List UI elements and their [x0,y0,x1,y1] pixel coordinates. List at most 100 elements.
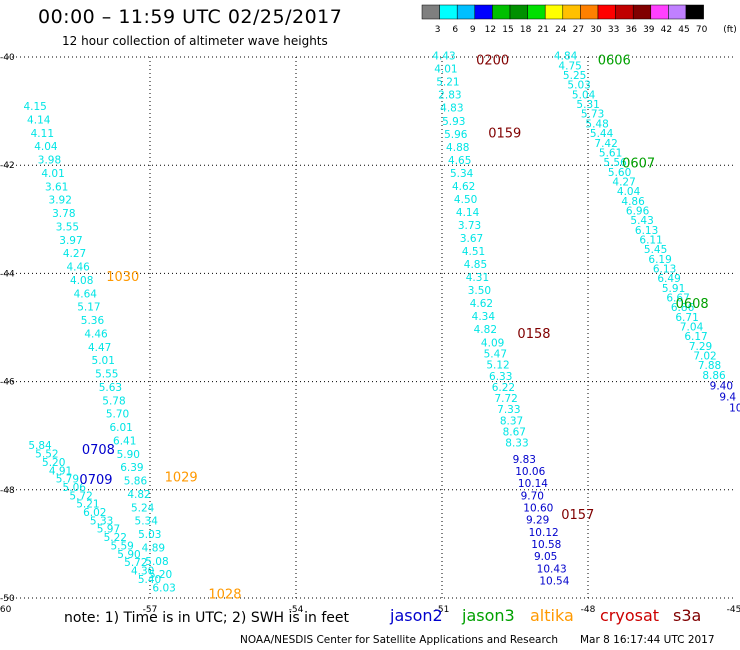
wave-height-value: 4.46 [66,262,90,274]
altimeter-track: 1029 [165,470,198,485]
colorbar-tick-label: 18 [520,25,532,35]
wave-height-value: 4.08 [70,275,93,287]
wave-height-value: 5.60 [608,167,631,179]
colorbar-tick-label: 15 [502,25,513,35]
wave-height-value: 3.61 [45,181,68,193]
wave-height-value: 4.82 [474,324,497,336]
altimeter-track: 0159 [488,127,521,142]
lat-tick-label: -40 [0,53,15,63]
wave-height-value: 4.89 [142,542,165,554]
pass-time-label: 0708 [82,443,115,458]
wave-height-value: 4.83 [440,103,463,115]
wave-height-value: 4.46 [84,328,108,340]
wave-height-value: 4.75 [558,60,581,72]
wave-height-value: 4.14 [27,114,51,126]
wave-height-value: 10.54 [539,575,569,587]
wave-height-value: 5.48 [585,118,608,130]
wave-height-value: 4.14 [456,207,480,219]
colorbar: 3 6 9 12 15 18 21 24 27 30 33 36 39 42 45 70 (ft) [421,4,737,35]
wave-height-value: 4.09 [481,337,504,349]
colorbar-tick-label: 36 [625,25,637,35]
lat-tick-label: -42 [0,161,15,171]
altimeter-track: 4.154.14 4.114.04 3.984.013.61 3.923.783.55… [23,101,175,594]
wave-height-value: 4.65 [448,155,471,167]
wave-height-value: 4.50 [454,194,477,206]
wave-height-value: 6.86 [671,302,695,314]
wave-height-value: 5.43 [630,215,653,227]
wave-height-value: 5.59 [110,540,133,552]
wave-height-value: 6.19 [648,254,671,266]
colorbar-tick-label: 9 [470,25,476,35]
wave-height-value: 9.40 [710,381,733,393]
wave-height-value: 5.21 [76,499,99,511]
lon-tick-label: -57 [143,605,158,615]
legend-entry-jason2: jason2 [390,606,443,625]
wave-height-value: 6.71 [675,312,698,324]
wave-height-value: 4.04 [617,186,641,198]
colorbar-tick-label: 21 [537,25,548,35]
altimeter-track: 0607 [622,156,655,171]
colorbar-tick-label: 70 [696,25,708,35]
wave-height-value: 6.02 [83,507,106,519]
wave-height-value: 4.62 [470,298,493,310]
wave-height-value: 4.01 [434,64,457,76]
wave-height-value: 10.58 [531,539,561,551]
altimeter-track: 4.434.015.212.834.835.935.964.884.655.34… [432,51,509,336]
wave-height-value: 5.70 [106,409,129,421]
wave-height-value: 4.15 [23,101,46,113]
wave-height-value: 4.82 [127,489,150,501]
wave-height-value: 4.43 [432,51,455,63]
wave-height-value: 10.43 [537,563,567,575]
lon-tick-label: -54 [289,605,304,615]
wave-height-value: 7.02 [693,351,716,363]
wave-height-value: 7.33 [497,404,520,416]
altimeter-track: 9.8310.0610.149.7010.609.2910.1210.589.0… [513,454,595,588]
wave-height-value: 4.91 [49,465,72,477]
wave-height-value: 5.21 [436,77,459,89]
wave-height-value: 5.17 [77,302,100,314]
lat-tick-label: -44 [0,269,15,279]
colorbar-tick-label: 30 [590,25,602,35]
pass-time-label: 0158 [517,327,550,342]
wave-height-value: 5.34 [135,516,159,528]
colorbar-swatch [685,4,704,20]
altimeter-track: 9.409.410 [710,381,740,415]
pass-time-label: 0709 [79,473,112,488]
altimeter-track: 4.844.755.255.035.045.315.735.485.447.42… [554,51,726,382]
colorbar-tick-label: 27 [573,25,584,35]
wave-height-value: 6.41 [113,435,136,447]
wave-height-value: 5.36 [81,315,105,327]
wave-height-value: 5.55 [95,369,118,381]
wave-height-value: 5.03 [138,529,161,541]
wave-height-value: 4.62 [452,181,475,193]
legend-entry-altika: altika [530,606,574,625]
wave-height-value: 6.11 [639,234,662,246]
colorbar-unit: (ft) [723,25,737,35]
wave-height-value: 5.96 [444,129,468,141]
wave-height-value: 10.12 [529,527,559,539]
wave-height-value: 7.29 [689,341,712,353]
wave-height-value: 3.50 [468,285,491,297]
colorbar-tick-label: 33 [608,25,619,35]
wave-height-value: 4.30 [131,566,154,578]
wave-height-value: 5.93 [442,116,465,128]
wave-height-value: 7.42 [594,138,617,150]
page-title: 00:00 – 11:59 UTC 02/25/2017 [38,6,343,28]
wave-height-value: 8.67 [503,426,526,438]
altimeter-track: 0608 [676,297,709,312]
colorbar-tick-label: 39 [643,25,655,35]
colorbar-tick-label: 6 [452,25,458,35]
wave-height-value: 4.64 [74,288,98,300]
wave-height-value: 5.03 [567,80,590,92]
wave-height-value: 3.98 [38,155,61,167]
pass-time-label: 0606 [598,54,631,69]
pass-time-label: 1029 [165,470,198,485]
wave-height-value: 5.24 [131,502,155,514]
wave-height-value: 5.44 [590,128,614,140]
wave-height-value: 8.86 [702,370,726,382]
legend-entry-jason3: jason3 [462,606,515,625]
pass-time-label: 0607 [622,156,655,171]
wave-height-value: 5.47 [484,349,507,361]
wave-height-value: 6.17 [684,331,707,343]
